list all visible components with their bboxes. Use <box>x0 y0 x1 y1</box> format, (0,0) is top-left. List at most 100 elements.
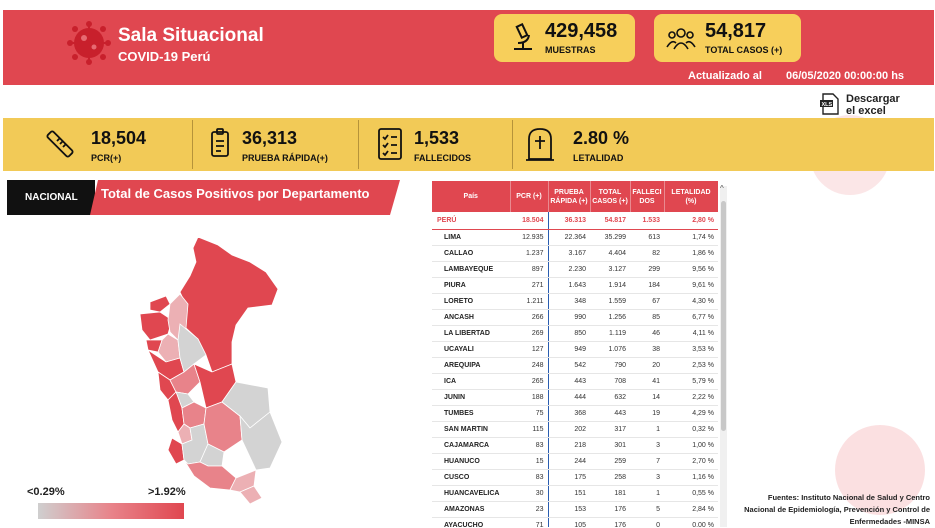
virus-logo-icon <box>67 21 111 65</box>
table-cell: 9,56 % <box>664 261 718 278</box>
kpi-total-casos: 54,817 TOTAL CASOS (+) <box>654 14 801 62</box>
table-row[interactable]: CAJAMARCA 83 218 301 3 1,00 % <box>432 437 718 454</box>
map-title: Total de Casos Positivos por Departament… <box>101 186 370 201</box>
table-row[interactable]: ICA 265 443 708 41 5,79 % <box>432 373 718 390</box>
table-cell: 181 <box>590 485 630 502</box>
table-cell: 542 <box>548 357 590 374</box>
table-cell: 4,29 % <box>664 405 718 422</box>
download-label-line1: Descargar <box>846 93 900 105</box>
table-cell: 4.404 <box>590 245 630 262</box>
table-cell: HUANUCO <box>432 453 510 470</box>
table-row[interactable]: HUANUCO 15 244 259 7 2,70 % <box>432 453 718 470</box>
region-puno[interactable] <box>239 411 283 471</box>
map-title-bar <box>90 180 400 215</box>
col-header-pcr[interactable]: PCR (+) <box>510 181 549 212</box>
table-cell: 15 <box>510 453 549 470</box>
table-cell: 85 <box>630 309 664 326</box>
table-row[interactable]: LAMBAYEQUE 897 2.230 3.127 299 9,56 % <box>432 261 718 278</box>
table-cell: 83 <box>510 437 549 454</box>
scroll-up-icon[interactable]: ^ <box>720 184 724 193</box>
table-cell: 248 <box>510 357 549 374</box>
table-cell: 1.119 <box>590 325 630 342</box>
table-row[interactable]: LORETO 1.211 348 1.559 67 4,30 % <box>432 293 718 310</box>
table-row[interactable]: JUNIN 188 444 632 14 2,22 % <box>432 389 718 406</box>
source-note: Fuentes: Instituto Nacional de Salud y C… <box>730 492 930 528</box>
table-row[interactable]: LIMA 12.935 22.364 35.299 613 1,74 % <box>432 229 718 246</box>
legend-gradient-bar <box>38 503 184 519</box>
table-row[interactable]: AYACUCHO 71 105 176 0 0,00 % <box>432 517 718 527</box>
tab-nacional[interactable]: NACIONAL <box>7 180 95 215</box>
region-arequipa[interactable] <box>183 459 237 491</box>
excel-file-icon: XLS <box>820 93 839 115</box>
table-cell: 0 <box>630 517 664 527</box>
table-cell: 12.935 <box>510 229 549 246</box>
table-cell: 348 <box>548 293 590 310</box>
table-row[interactable]: LA LIBERTAD 269 850 1.119 46 4,11 % <box>432 325 718 342</box>
table-cell: 22.364 <box>548 229 590 246</box>
table-cell: 7 <box>630 453 664 470</box>
table-row[interactable]: AREQUIPA 248 542 790 20 2,53 % <box>432 357 718 374</box>
table-cell: 184 <box>630 277 664 294</box>
table-cell: CALLAO <box>432 245 510 262</box>
table-cell: 20 <box>630 357 664 374</box>
col-header-pais[interactable]: País <box>432 181 511 212</box>
table-cell: 115 <box>510 421 549 438</box>
table-scroll-thumb[interactable] <box>721 201 726 431</box>
page-subtitle: COVID-19 Perú <box>118 49 211 64</box>
table-cell: PIURA <box>432 277 510 294</box>
table-cell: 4,30 % <box>664 293 718 310</box>
thermometer-icon <box>46 130 74 158</box>
table-cell: 1.211 <box>510 293 549 310</box>
table-cell: 0,00 % <box>664 517 718 527</box>
col-header-letalidad[interactable]: LETALIDAD (%) <box>664 181 718 212</box>
table-row[interactable]: CALLAO 1.237 3.167 4.404 82 1,86 % <box>432 245 718 262</box>
stat-fallecidos: 1,533 FALLECIDOS <box>370 118 510 171</box>
table-cell: 54.817 <box>590 212 630 230</box>
stat-pcr: 18,504 PCR(+) <box>40 118 190 171</box>
table-row[interactable]: AMAZONAS 23 153 176 5 2,84 % <box>432 501 718 518</box>
table-cell: 36.313 <box>548 212 590 230</box>
table-cell: 1,74 % <box>664 229 718 246</box>
table-cell: 153 <box>548 501 590 518</box>
table-cell: 1.559 <box>590 293 630 310</box>
muestras-value: 429,458 <box>545 20 618 42</box>
table-row[interactable]: SAN MARTIN 115 202 317 1 0,32 % <box>432 421 718 438</box>
table-cell: LIMA <box>432 229 510 246</box>
download-excel-button[interactable]: XLS Descargar el excel <box>820 93 900 117</box>
tombstone-icon <box>526 128 554 161</box>
table-cell: 265 <box>510 373 549 390</box>
table-cell: 1.076 <box>590 341 630 358</box>
table-row[interactable]: UCAYALI 127 949 1.076 38 3,53 % <box>432 341 718 358</box>
table-cell: 244 <box>548 453 590 470</box>
svg-text:XLS: XLS <box>822 102 833 108</box>
peru-map[interactable] <box>110 232 310 507</box>
table-cell: 1 <box>630 421 664 438</box>
region-tacna[interactable] <box>239 485 263 505</box>
col-header-fallecidos[interactable]: FALLECI DOS <box>630 181 665 212</box>
table-cell: 2,84 % <box>664 501 718 518</box>
table-row[interactable]: ANCASH 266 990 1.256 85 6,77 % <box>432 309 718 326</box>
table-row[interactable]: CUSCO 83 175 258 3 1,16 % <box>432 469 718 486</box>
table-cell: 14 <box>630 389 664 406</box>
table-cell: 444 <box>548 389 590 406</box>
source-line: Enfermedades -MINSA <box>849 517 930 526</box>
table-cell: 176 <box>590 501 630 518</box>
table-row[interactable]: HUANCAVELICA 30 151 181 1 0,55 % <box>432 485 718 502</box>
page-title: Sala Situacional <box>118 25 264 46</box>
table-cell: 41 <box>630 373 664 390</box>
table-cell: HUANCAVELICA <box>432 485 510 502</box>
region-lambayeque[interactable] <box>145 339 163 353</box>
col-header-total-casos[interactable]: TOTAL CASOS (+) <box>590 181 631 212</box>
col-header-prueba-rapida[interactable]: PRUEBA RÁPIDA (+) <box>548 181 591 212</box>
stats-band <box>3 118 934 171</box>
table-row[interactable]: TUMBES 75 368 443 19 4,29 % <box>432 405 718 422</box>
table-row[interactable]: PIURA 271 1.643 1.914 184 9,61 % <box>432 277 718 294</box>
region-ica[interactable] <box>167 437 185 465</box>
table-cell: ANCASH <box>432 309 510 326</box>
table-cell: 1,86 % <box>664 245 718 262</box>
stat-prueba-rapida: 36,313 PRUEBA RÁPIDA(+) <box>205 118 365 171</box>
region-tumbes[interactable] <box>149 295 171 313</box>
table-cell: 6,77 % <box>664 309 718 326</box>
table-total-row[interactable]: PERÚ 18.504 36.313 54.817 1.533 2,80 % <box>432 212 718 230</box>
table-cell: 0,55 % <box>664 485 718 502</box>
